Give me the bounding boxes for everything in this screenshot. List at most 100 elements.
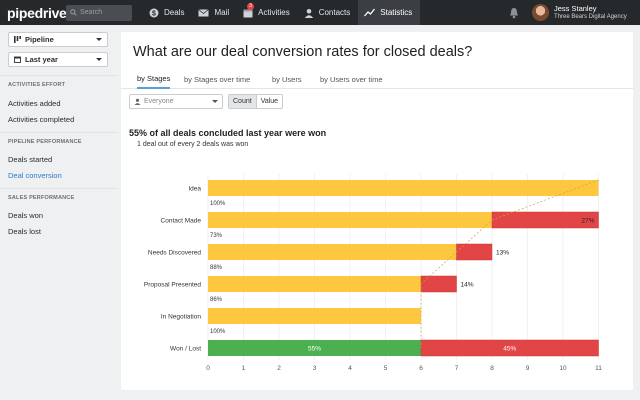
sidebar-item-deal-conversion[interactable]: Deal conversion <box>8 171 62 180</box>
chevron-down-icon <box>96 58 102 61</box>
divider <box>0 188 117 189</box>
x-tick-label: 3 <box>313 365 317 372</box>
user-icon <box>134 98 141 105</box>
nav-deals[interactable]: $ Deals <box>143 0 192 25</box>
pipeline-select-value: Pipeline <box>25 35 54 44</box>
stage-bar <box>208 244 457 260</box>
sidebar-item-deals-lost[interactable]: Deals lost <box>8 227 41 236</box>
chevron-down-icon <box>96 38 102 41</box>
x-tick-label: 7 <box>455 365 459 372</box>
search-icon <box>70 9 77 16</box>
stage-bar <box>208 308 421 324</box>
x-tick-label: 4 <box>348 365 352 372</box>
conversion-subheadline: 1 deal out of every 2 deals was won <box>137 141 249 148</box>
nav-contacts[interactable]: Contacts <box>298 0 359 25</box>
count-toggle-button[interactable]: Count <box>229 95 257 108</box>
main-nav: $ Deals Mail 3 Activities Contacts Stati… <box>143 0 421 25</box>
tab-by-stages[interactable]: by Stages <box>137 69 171 89</box>
conversion-headline: 55% of all deals concluded last year wer… <box>129 128 327 138</box>
metric-toggle: Count Value <box>228 94 284 109</box>
nav-mail-label: Mail <box>214 8 230 17</box>
stage-label: Contact Made <box>161 218 202 225</box>
divider <box>0 75 117 76</box>
pipeline-select[interactable]: Pipeline <box>8 32 108 47</box>
chevron-down-icon <box>212 100 218 103</box>
nav-mail[interactable]: Mail <box>192 0 237 25</box>
sidebar: Pipeline Last year ACTIVITIES EFFORT Act… <box>0 25 117 400</box>
tab-by-users[interactable]: by Users <box>272 74 302 84</box>
section-pipeline-performance: PIPELINE PERFORMANCE <box>8 139 82 145</box>
period-select-value: Last year <box>25 55 58 64</box>
sidebar-item-deals-started[interactable]: Deals started <box>8 155 53 164</box>
nav-activities-label: Activities <box>258 8 290 17</box>
stage-bar <box>208 180 599 196</box>
bell-icon[interactable] <box>509 6 519 24</box>
lost-percent-label: 45% <box>503 346 516 353</box>
drop-percent-label: 14% <box>461 282 474 289</box>
trend-line <box>420 179 599 348</box>
conversion-percent-label: 73% <box>210 233 223 239</box>
period-select[interactable]: Last year <box>8 52 108 67</box>
x-tick-label: 5 <box>384 365 388 372</box>
conversion-percent-label: 88% <box>210 265 223 271</box>
stage-bar <box>208 276 421 292</box>
dollar-icon: $ <box>149 8 159 18</box>
section-sales-performance: SALES PERFORMANCE <box>8 195 75 201</box>
won-bar <box>208 340 421 356</box>
main-panel: What are our deal conversion rates for c… <box>121 32 633 390</box>
svg-text:$: $ <box>152 10 156 17</box>
stage-label: Won / Lost <box>170 346 201 353</box>
section-activities-effort: ACTIVITIES EFFORT <box>8 82 66 88</box>
page-title: What are our deal conversion rates for c… <box>133 44 473 60</box>
x-tick-label: 0 <box>206 365 210 372</box>
x-tick-label: 2 <box>277 365 281 372</box>
calendar-icon <box>14 56 21 63</box>
calendar-icon <box>243 8 253 18</box>
x-tick-label: 11 <box>595 365 602 372</box>
stage-label: Needs Discovered <box>148 250 201 257</box>
drop-percent-label: 13% <box>496 250 509 257</box>
tab-by-users-over-time[interactable]: by Users over time <box>320 74 383 84</box>
dropped-bar <box>456 243 493 261</box>
user-filter-value: Everyone <box>144 98 174 105</box>
drop-percent-label: 27% <box>581 218 594 225</box>
divider <box>0 132 117 133</box>
pipeline-icon <box>14 36 21 43</box>
user-menu[interactable]: Jess Stanley Three Bears Digital Agency <box>554 4 627 20</box>
sidebar-item-activities-added[interactable]: Activities added <box>8 99 61 108</box>
sidebar-item-deals-won[interactable]: Deals won <box>8 211 44 220</box>
value-toggle-button[interactable]: Value <box>260 98 279 105</box>
mail-icon <box>198 8 210 17</box>
user-filter-select[interactable]: Everyone <box>129 94 223 109</box>
x-tick-label: 8 <box>490 365 494 372</box>
nav-statistics[interactable]: Statistics <box>358 0 421 25</box>
activities-badge: 3 <box>247 3 254 10</box>
conversion-percent-label: 100% <box>210 329 226 335</box>
stage-bar <box>208 212 492 228</box>
conversion-percent-label: 86% <box>210 297 223 303</box>
won-percent-label: 55% <box>308 346 321 353</box>
nav-contacts-label: Contacts <box>318 8 351 17</box>
nav-statistics-label: Statistics <box>380 8 413 17</box>
search-input[interactable]: Search <box>66 4 132 21</box>
stage-label: Idea <box>188 186 201 193</box>
search-placeholder: Search <box>80 9 103 16</box>
x-tick-label: 6 <box>419 365 423 372</box>
top-navigation-bar: pipedrive Search $ Deals Mail 3 Activiti… <box>0 0 640 25</box>
statistics-icon <box>364 8 376 17</box>
sidebar-item-activities-completed[interactable]: Activities completed <box>8 115 75 124</box>
deal-conversion-chart: 0 1 2 3 4 5 6 7 8 9 10 11 Idea 100% Contact Made 27% 73%… <box>144 174 602 372</box>
tab-by-stages-over-time[interactable]: by Stages over time <box>184 74 251 84</box>
app-logo[interactable]: pipedrive <box>7 4 67 21</box>
x-tick-label: 10 <box>559 365 567 372</box>
report-tabs: by Stages by Stages over time by Users b… <box>121 69 633 89</box>
stage-label: Proposal Presented <box>144 282 201 289</box>
x-tick-label: 9 <box>526 365 530 372</box>
user-organization: Three Bears Digital Agency <box>554 14 627 20</box>
dropped-bar <box>420 275 457 293</box>
x-tick-label: 1 <box>242 365 246 372</box>
contacts-icon <box>304 8 314 18</box>
stage-label: In Negotiation <box>161 314 201 321</box>
nav-activities[interactable]: 3 Activities <box>237 0 298 25</box>
user-avatar[interactable] <box>532 4 549 21</box>
